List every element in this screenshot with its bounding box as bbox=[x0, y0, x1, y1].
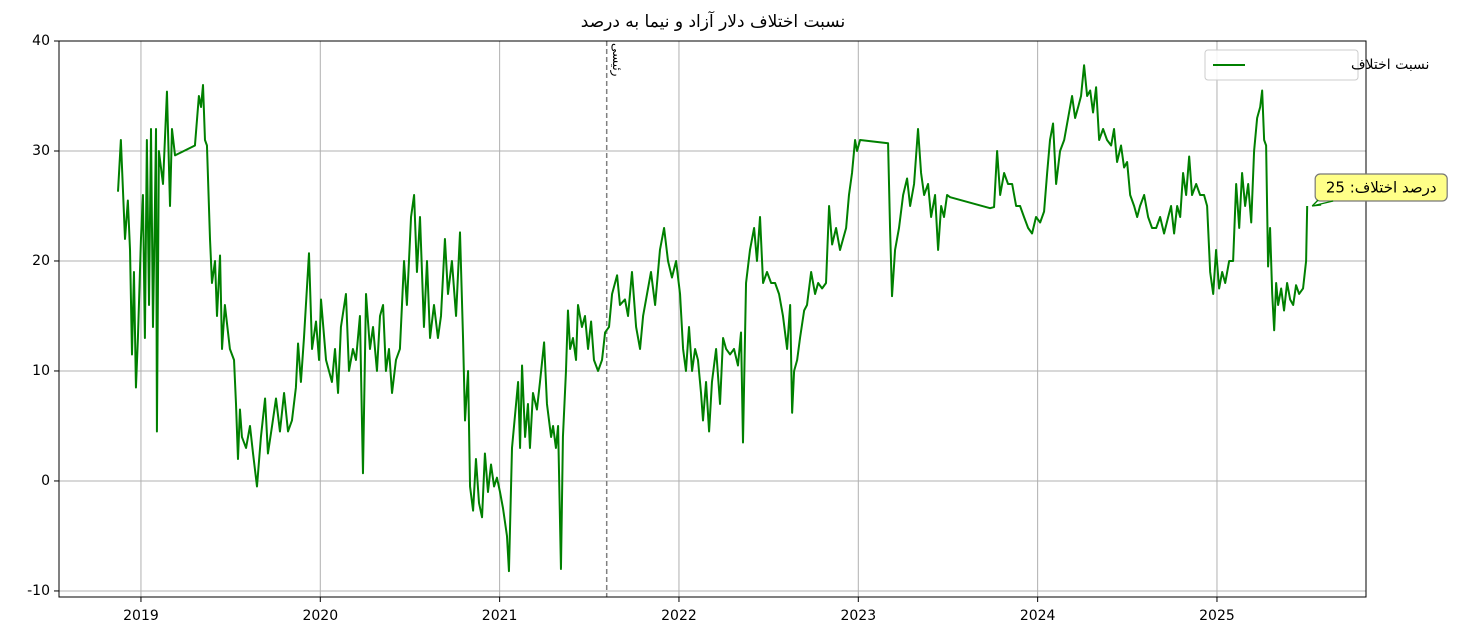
x-tick-label: 2022 bbox=[661, 608, 697, 624]
event-label: رئیسی bbox=[609, 43, 624, 77]
y-tick-label: 10 bbox=[32, 363, 50, 379]
x-tick-label: 2025 bbox=[1199, 608, 1235, 624]
legend-box bbox=[1204, 49, 1359, 81]
annotation-arrowhead bbox=[1311, 199, 1322, 207]
chart-title: نسبت اختلاف دلار آزاد و نیما به درصد bbox=[581, 10, 845, 32]
grid bbox=[59, 40, 1366, 597]
y-tick-label: 0 bbox=[41, 473, 50, 489]
x-tick-label: 2023 bbox=[840, 608, 876, 624]
y-tick-label: 30 bbox=[32, 143, 50, 159]
y-tick-label: 20 bbox=[32, 253, 50, 269]
y-tick-label: 40 bbox=[32, 33, 50, 49]
x-tick-label: 2024 bbox=[1020, 608, 1056, 624]
legend-label: نسبت اختلاف bbox=[1351, 57, 1429, 73]
annotation-text: درصد اختلاف: 25 bbox=[1326, 178, 1437, 196]
x-tick-label: 2021 bbox=[482, 608, 518, 624]
y-tick-label: -10 bbox=[27, 583, 50, 599]
data-line bbox=[117, 64, 1309, 573]
x-tick-label: 2020 bbox=[302, 608, 338, 624]
plot-frame bbox=[58, 40, 1367, 598]
annotation-box bbox=[1314, 173, 1448, 202]
legend: نسبت اختلاف bbox=[1204, 49, 1429, 81]
x-tick-label: 2019 bbox=[123, 608, 159, 624]
